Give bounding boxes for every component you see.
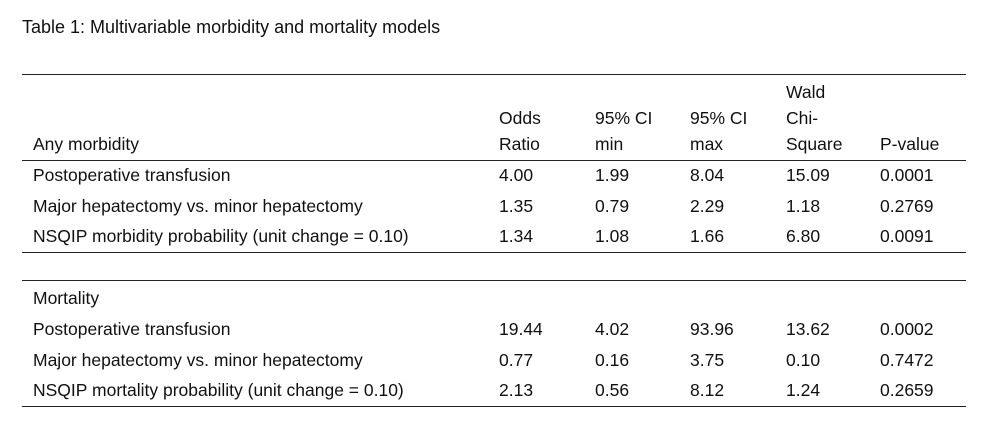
morbidity-row-2-odds: 1.35 <box>499 196 534 216</box>
morbidity-bottom-rule <box>22 252 966 253</box>
header-wald-line3: Square <box>786 134 843 154</box>
header-wald-line2: Chi- <box>786 108 819 128</box>
morbidity-row-3-label: NSQIP morbidity probability (unit change… <box>33 226 409 246</box>
morbidity-row-3-odds: 1.34 <box>499 226 534 246</box>
header-ci-min-line2: min <box>595 134 624 154</box>
header-odds-ratio-line1: Odds <box>499 108 541 128</box>
morbidity-row-1-p: 0.0001 <box>880 165 934 185</box>
header-ci-min-line1: 95% CI <box>595 108 653 128</box>
morbidity-row-3-ci-min: 1.08 <box>595 226 630 246</box>
mortality-row-3-odds: 2.13 <box>499 380 534 400</box>
table-caption: Table 1: Multivariable morbidity and mor… <box>22 17 441 37</box>
mortality-row-3-wald: 1.24 <box>786 380 821 400</box>
mortality-row-2-label: Major hepatectomy vs. minor hepatectomy <box>33 350 363 370</box>
header-p-value: P-value <box>880 134 940 154</box>
section-label-mortality: Mortality <box>33 288 100 308</box>
morbidity-row-2-ci-max: 2.29 <box>690 196 725 216</box>
morbidity-row-2-p: 0.2769 <box>880 196 934 216</box>
table-top-rule <box>22 74 966 75</box>
morbidity-row-1-ci-min: 1.99 <box>595 165 630 185</box>
header-odds-ratio-line2: Ratio <box>499 134 540 154</box>
morbidity-row-1-wald: 15.09 <box>786 165 830 185</box>
mortality-row-2-odds: 0.77 <box>499 350 534 370</box>
header-bottom-rule <box>22 160 966 161</box>
morbidity-row-3-wald: 6.80 <box>786 226 821 246</box>
morbidity-row-1-odds: 4.00 <box>499 165 534 185</box>
morbidity-row-2-label: Major hepatectomy vs. minor hepatectomy <box>33 196 363 216</box>
mortality-row-2-p: 0.7472 <box>880 350 934 370</box>
header-ci-max-line1: 95% CI <box>690 108 748 128</box>
mortality-row-3-label: NSQIP mortality probability (unit change… <box>33 380 404 400</box>
mortality-row-3-ci-max: 8.12 <box>690 380 725 400</box>
morbidity-row-2-wald: 1.18 <box>786 196 821 216</box>
mortality-row-2-ci-max: 3.75 <box>690 350 725 370</box>
section-label-morbidity: Any morbidity <box>33 134 140 154</box>
mortality-row-2-wald: 0.10 <box>786 350 821 370</box>
mortality-row-1-label: Postoperative transfusion <box>33 319 231 339</box>
mortality-row-3-ci-min: 0.56 <box>595 380 630 400</box>
header-wald-line1: Wald <box>786 82 826 102</box>
header-ci-max-line2: max <box>690 134 724 154</box>
mortality-row-1-p: 0.0002 <box>880 319 934 339</box>
table-bottom-rule <box>22 406 966 407</box>
morbidity-row-1-label: Postoperative transfusion <box>33 165 231 185</box>
mortality-row-1-wald: 13.62 <box>786 319 830 339</box>
morbidity-row-3-p: 0.0091 <box>880 226 934 246</box>
morbidity-row-1-ci-max: 8.04 <box>690 165 725 185</box>
morbidity-row-3-ci-max: 1.66 <box>690 226 725 246</box>
mortality-row-1-ci-max: 93.96 <box>690 319 734 339</box>
morbidity-row-2-ci-min: 0.79 <box>595 196 630 216</box>
mortality-top-rule <box>22 280 966 281</box>
mortality-row-1-ci-min: 4.02 <box>595 319 630 339</box>
mortality-row-2-ci-min: 0.16 <box>595 350 630 370</box>
mortality-row-3-p: 0.2659 <box>880 380 934 400</box>
mortality-row-1-odds: 19.44 <box>499 319 543 339</box>
